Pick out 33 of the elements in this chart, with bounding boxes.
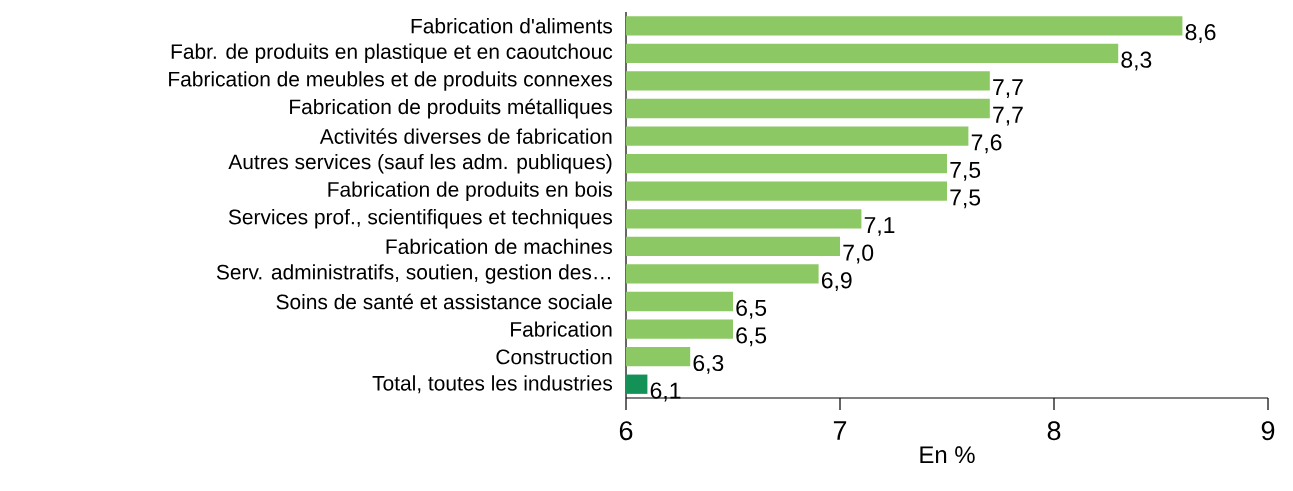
y-tick-label: Serv. administratifs, soutien, gestion des… — [216, 264, 610, 284]
data-label: 8,3 — [1121, 51, 1152, 71]
y-tick-label: Autres services (sauf les adm. publiques) — [228, 153, 612, 174]
y-tick-label: Total, toutes les industries — [372, 375, 613, 394]
y-tick-label: Services prof., scientifiques et techniques — [228, 209, 613, 229]
data-label: 6,1 — [650, 382, 681, 402]
data-label: 7,7 — [993, 106, 1023, 126]
data-label: 6,3 — [693, 354, 724, 374]
y-tick-label: Fabrication — [511, 321, 612, 337]
x-tick-label: 7 — [833, 421, 847, 440]
x-tick-label: 8 — [1047, 421, 1061, 441]
x-axis-title: En % — [920, 446, 975, 464]
data-label: 8,6 — [1185, 24, 1216, 43]
data-label: 7,0 — [843, 244, 874, 264]
y-tick-label: Fabrication de produits métalliques — [290, 98, 612, 119]
y-tick-label: Fabr. de produits en plastique et en caoutchouc — [171, 43, 613, 64]
y-tick-label: Soins de santé et assistance sociale — [276, 293, 612, 310]
y-tick-label: Fabrication de produits en bois — [328, 181, 613, 201]
data-label: 6,5 — [736, 327, 767, 347]
data-label: 7,5 — [950, 162, 981, 181]
data-label: 7,6 — [971, 134, 1002, 154]
data-label: 6,9 — [821, 272, 852, 292]
y-tick-label: Activités diverses de fabrication — [319, 128, 612, 144]
y-tick-label: Fabrication de meubles et de produits connexes — [169, 71, 612, 91]
data-label: 7,7 — [993, 79, 1023, 99]
data-label: 7,1 — [864, 217, 895, 236]
data-label: 6,5 — [736, 299, 767, 319]
x-tick-label: 6 — [619, 421, 633, 441]
y-tick-label: Construction — [496, 348, 612, 365]
y-tick-label: Fabrication d'aliments — [411, 18, 613, 34]
y-tick-label: Fabrication de machines — [386, 238, 613, 255]
data-label: 7,5 — [950, 189, 981, 209]
x-tick-label: 9 — [1261, 421, 1275, 441]
